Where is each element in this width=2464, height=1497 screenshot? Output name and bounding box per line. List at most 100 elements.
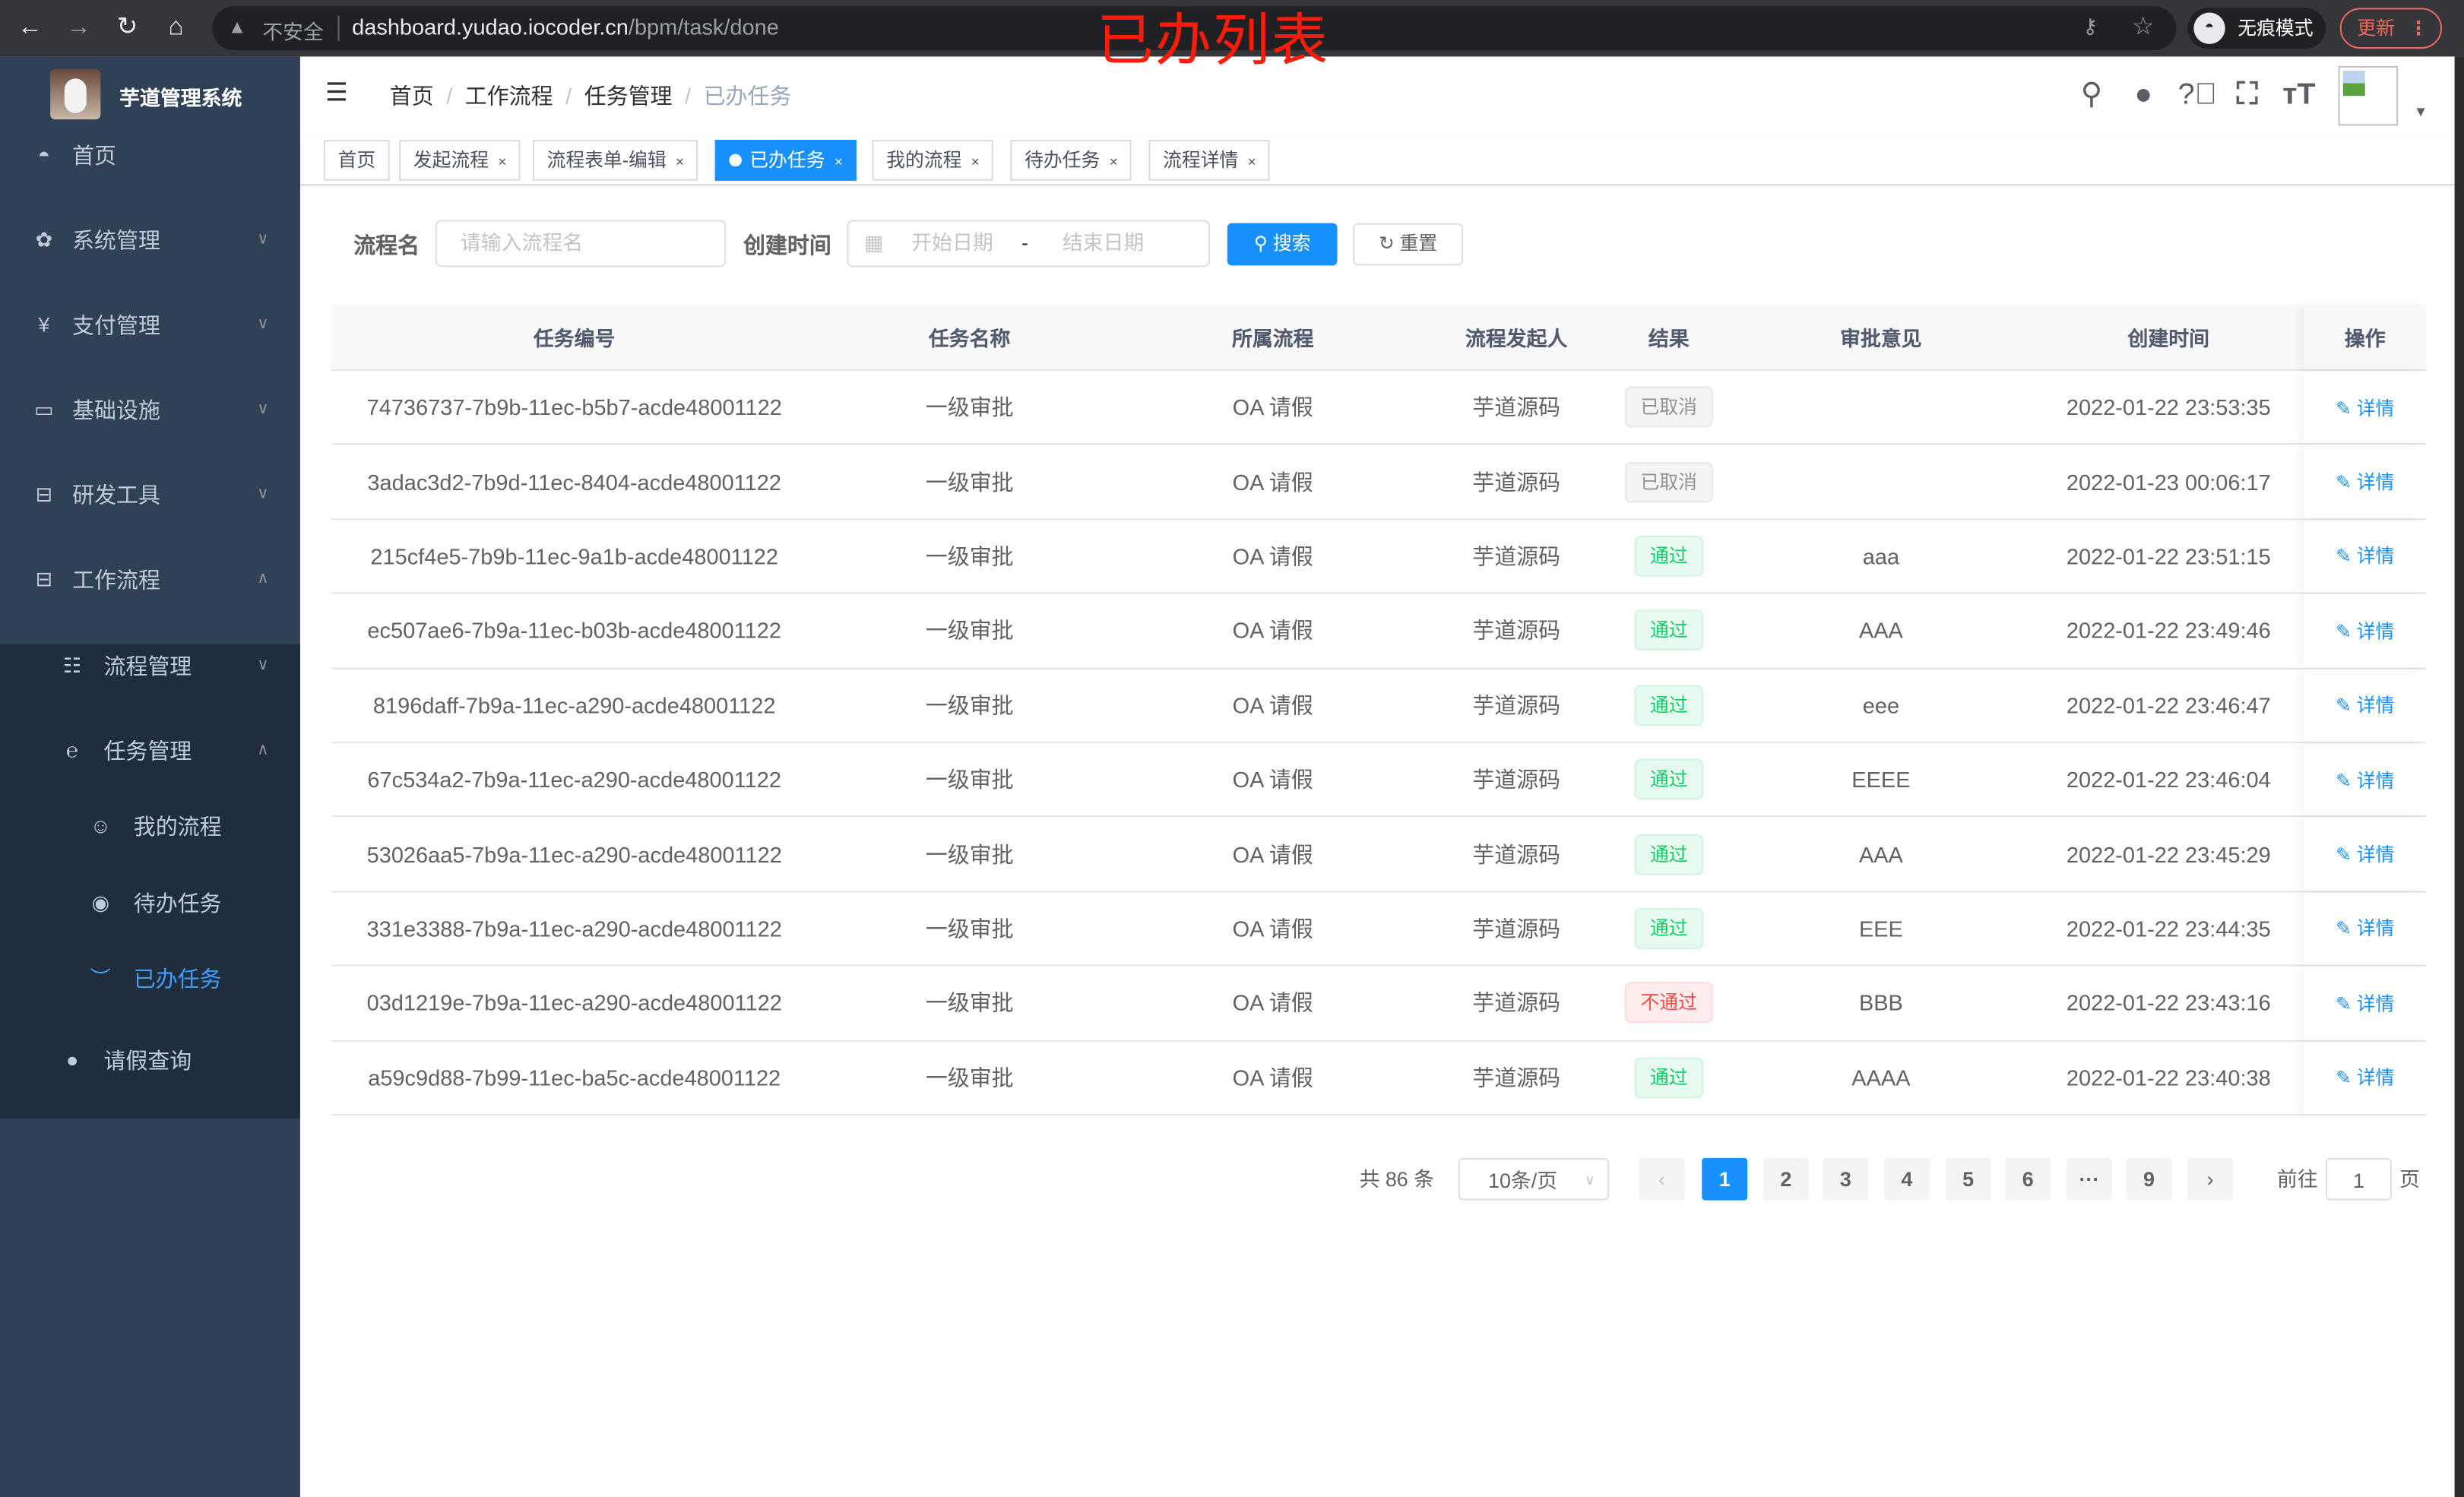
page-button[interactable]: 9: [2126, 1157, 2172, 1201]
detail-link[interactable]: ✎ 详情: [2336, 1064, 2394, 1090]
sidebar-item[interactable]: ⊟ 研发工具 ∨: [0, 452, 300, 537]
page-button[interactable]: 3: [1823, 1157, 1869, 1201]
tag-5[interactable]: 待办任务 ×: [1010, 140, 1132, 181]
back-icon[interactable]: ←: [17, 14, 43, 41]
cell-name: 一级审批: [817, 669, 1122, 742]
fullscreen-icon[interactable]: ⛶: [2236, 78, 2258, 112]
cell-actions: ✎ 详情: [2304, 371, 2426, 444]
page-button[interactable]: 2: [1762, 1157, 1809, 1201]
sidebar-item[interactable]: ︶ 已办任务: [0, 941, 300, 1016]
close-icon[interactable]: ×: [498, 153, 507, 170]
tag-2[interactable]: 流程表单-编辑 ×: [532, 140, 698, 181]
page-button[interactable]: 6: [2005, 1157, 2051, 1201]
sidebar-item[interactable]: ✿ 系统管理 ∨: [0, 198, 300, 283]
page-size-select[interactable]: 10条/页 ∨: [1458, 1157, 1610, 1201]
reset-button[interactable]: ↻ 重置: [1353, 223, 1463, 266]
face-icon: ☺: [90, 814, 112, 838]
cell-time: 2022-01-22 23:46:47: [2033, 669, 2304, 742]
sidebar-item[interactable]: ◉ 待办任务: [0, 866, 300, 941]
tag-6[interactable]: 流程详情 ×: [1148, 140, 1271, 181]
detail-label: 详情: [2356, 769, 2395, 792]
close-icon[interactable]: ×: [971, 153, 980, 170]
detail-link[interactable]: ✎ 详情: [2336, 468, 2394, 495]
cell-text: 一级审批: [925, 841, 1014, 867]
tag-0[interactable]: 首页: [323, 140, 390, 181]
key-icon[interactable]: ⚷: [2082, 14, 2098, 38]
detail-link[interactable]: ✎ 详情: [2336, 840, 2394, 867]
goto-page-input[interactable]: 1: [2326, 1157, 2392, 1201]
search-button[interactable]: ⚲ 搜索: [1227, 223, 1338, 266]
detail-link[interactable]: ✎ 详情: [2336, 692, 2394, 718]
sidebar-item-label: 流程管理: [103, 654, 192, 679]
sidebar-item[interactable]: ▭ 基础设施 ∨: [0, 368, 300, 453]
page-button[interactable]: 5: [1945, 1157, 1991, 1201]
sidebar-item[interactable]: ◓ 首页: [0, 113, 300, 198]
close-icon[interactable]: ×: [834, 153, 843, 170]
close-icon[interactable]: ×: [1109, 153, 1118, 170]
tag-3[interactable]: 已办任务 ×: [714, 140, 857, 181]
edit-icon: ✎: [2336, 471, 2357, 494]
incognito-badge[interactable]: ◓ 无痕模式: [2187, 8, 2326, 49]
more-pages-button[interactable]: ···: [2066, 1157, 2112, 1201]
caret-down-icon[interactable]: ▼: [2413, 103, 2428, 120]
breadcrumb-item[interactable]: 任务管理: [584, 83, 673, 109]
font-size-icon[interactable]: ᴛT: [2282, 78, 2316, 112]
cell-id: a59c9d88-7b99-11ec-ba5c-acde48001122: [331, 1041, 817, 1114]
range-separator: -: [1021, 230, 1028, 255]
page-button[interactable]: 4: [1884, 1157, 1930, 1201]
avatar[interactable]: [2338, 65, 2399, 126]
reset-button-label: 重置: [1399, 233, 1438, 255]
sidebar-item[interactable]: ⊟ 工作流程 ∧: [0, 537, 300, 622]
sidebar-item[interactable]: ¥ 支付管理 ∨: [0, 283, 300, 368]
tag-label: 待办任务: [1025, 149, 1101, 172]
address-bar[interactable]: ▲ 不安全 dashboard.yudao.iocoder.cn/bpm/tas…: [212, 6, 2177, 51]
cell-result: 通过: [1609, 1041, 1728, 1114]
prev-page-button[interactable]: ‹: [1639, 1157, 1685, 1201]
start-date-input[interactable]: 开始日期: [911, 230, 993, 255]
detail-link[interactable]: ✎ 详情: [2336, 394, 2394, 420]
cell-text: 67c534a2-7b9a-11ec-a290-acde48001122: [367, 767, 781, 793]
search-icon[interactable]: ⚲: [2080, 78, 2103, 112]
cell-time: 2022-01-22 23:49:46: [2033, 594, 2304, 667]
help-icon[interactable]: ?⃝: [2177, 78, 2218, 112]
page-button[interactable]: 1: [1702, 1157, 1748, 1201]
sidebar-item[interactable]: ☷ 流程管理 ∨: [0, 624, 300, 709]
detail-link[interactable]: ✎ 详情: [2336, 617, 2394, 644]
cell-actions: ✎ 详情: [2304, 967, 2426, 1040]
chevron-down-icon: ∨: [257, 315, 269, 334]
sidebar-item[interactable]: ● 请假查询: [0, 1018, 300, 1103]
cell-text: 2022-01-23 00:06:17: [2066, 469, 2271, 495]
date-range-picker[interactable]: ▦ 开始日期 - 结束日期: [847, 220, 1211, 267]
end-date-input[interactable]: 结束日期: [1062, 230, 1145, 255]
tag-label: 流程表单-编辑: [546, 149, 667, 172]
url-text[interactable]: dashboard.yudao.iocoder.cn/bpm/task/done: [352, 14, 779, 40]
detail-link[interactable]: ✎ 详情: [2336, 543, 2394, 569]
close-icon[interactable]: ×: [676, 153, 684, 170]
cell-id: 53026aa5-7b9a-11ec-a290-acde48001122: [331, 818, 817, 891]
cell-id: 74736737-7b9b-11ec-b5b7-acde48001122: [331, 371, 817, 444]
cell-starter: 芋道源码: [1424, 1041, 1609, 1114]
update-button[interactable]: 更新 ⋮: [2339, 8, 2443, 49]
home-icon[interactable]: ⌂: [168, 14, 184, 41]
process-name-input[interactable]: 请输入流程名: [435, 220, 727, 267]
detail-link[interactable]: ✎ 详情: [2336, 989, 2394, 1016]
column-header: 结果: [1648, 327, 1690, 351]
next-page-button[interactable]: ›: [2187, 1157, 2234, 1201]
cell-text: 芋道源码: [1472, 469, 1561, 495]
tag-4[interactable]: 我的流程 ×: [872, 140, 994, 181]
tag-1[interactable]: 发起流程 ×: [399, 140, 521, 181]
hamburger-icon[interactable]: ☰: [325, 80, 348, 107]
github-icon[interactable]: ●: [2134, 78, 2153, 112]
sidebar-item[interactable]: ℮ 任务管理 ∧: [0, 708, 300, 793]
reload-icon[interactable]: ↻: [116, 14, 138, 41]
detail-link[interactable]: ✎ 详情: [2336, 766, 2394, 793]
tag-label: 我的流程: [886, 149, 962, 172]
detail-link[interactable]: ✎ 详情: [2336, 915, 2394, 942]
edit-icon: ✎: [2336, 918, 2357, 941]
breadcrumb-item[interactable]: 工作流程: [464, 83, 553, 109]
forward-icon[interactable]: →: [65, 14, 91, 41]
sidebar-item[interactable]: ☺ 我的流程: [0, 789, 300, 864]
breadcrumb-item[interactable]: 首页: [389, 83, 434, 109]
star-icon[interactable]: ☆: [2132, 14, 2155, 41]
close-icon[interactable]: ×: [1247, 153, 1256, 170]
